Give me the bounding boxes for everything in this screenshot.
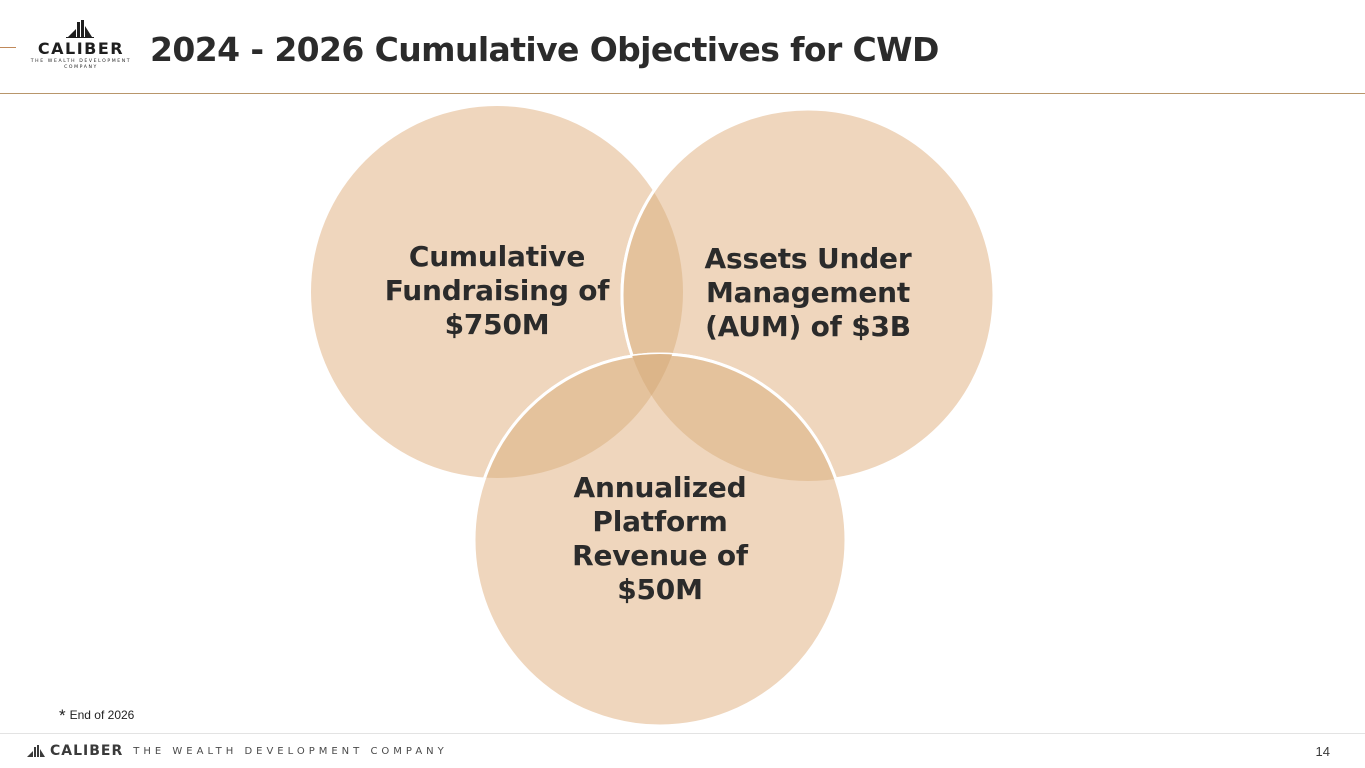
footer-divider [0,733,1365,734]
footer-tagline: THE WEALTH DEVELOPMENT COMPANY [133,745,448,757]
caliber-building-icon [66,20,94,38]
footnote-marker: * [59,706,66,725]
page-number: 14 [1315,744,1330,759]
footnote: * End of 2026 [59,706,134,726]
label-revenue: Annualized Platform Revenue of $50M [572,471,748,606]
label-aum: Assets Under Management (AUM) of $3B [704,242,912,343]
footer-wordmark: CALIBER [50,743,124,759]
logo-wordmark: CALIBER [37,39,125,58]
label-fundraising: Cumulative Fundraising of $750M [384,240,610,341]
caliber-logo: CALIBER THE WEALTH DEVELOPMENT COMPANY [22,18,140,72]
venn-overlap-fundraising-aum [620,107,683,478]
footer-logo: CALIBER THE WEALTH DEVELOPMENT COMPANY [26,742,448,760]
slide-header: CALIBER THE WEALTH DEVELOPMENT COMPANY 2… [0,0,1365,94]
accent-dash [0,47,16,48]
logo-tagline: THE WEALTH DEVELOPMENT COMPANY [30,59,132,70]
page-title: 2024 - 2026 Cumulative Objectives for CW… [150,30,939,69]
caliber-building-icon [27,745,45,757]
footnote-text: End of 2026 [69,708,135,722]
